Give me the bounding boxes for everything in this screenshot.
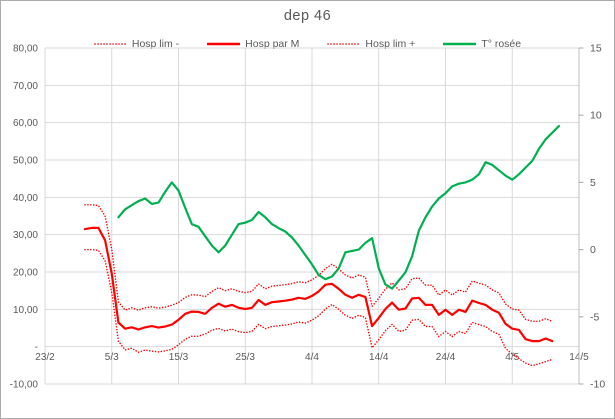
- x-axis-tick-label: 24/4: [436, 352, 456, 363]
- x-axis-tick-label: 4/5: [505, 352, 519, 363]
- x-axis-tick-label: 15/3: [169, 352, 189, 363]
- y-axis-right-tick-label: 15: [590, 43, 602, 55]
- legend-item-t-rosee[interactable]: T° rosée: [443, 38, 521, 50]
- legend-label-hosp-par-m: Hosp par M: [245, 38, 300, 50]
- y-axis-left-tick-label: 70,00: [13, 81, 38, 92]
- x-axis-tick-label: 14/4: [369, 352, 389, 363]
- legend-marker-t-rosee: [443, 42, 477, 46]
- y-axis-right-tick-label: 10: [590, 110, 602, 122]
- y-axis-left-tick-label: 30,00: [13, 230, 38, 241]
- chart-title: dep 46: [283, 8, 332, 24]
- legend-item-hosp-lim-plus[interactable]: Hosp lim +: [327, 38, 415, 50]
- y-axis-right-tick-label: 5: [590, 177, 596, 189]
- y-axis-right-tick-label: -5: [590, 311, 599, 323]
- y-axis-left-tick-label: -10,00: [10, 380, 39, 391]
- legend-item-hosp-par-m[interactable]: Hosp par M: [207, 38, 299, 50]
- legend-marker-hosp-lim-plus: [327, 43, 361, 45]
- y-axis-left-tick-label: 10,00: [13, 305, 38, 316]
- y-axis-left-tick-label: 40,00: [13, 193, 38, 204]
- y-axis-right-tick-label: 0: [590, 244, 596, 256]
- y-axis-left-tick-label: 80,00: [13, 44, 38, 55]
- x-axis-tick-label: 25/3: [236, 352, 256, 363]
- legend-label-hosp-lim-minus: Hosp lim -: [131, 38, 180, 50]
- legend-label-hosp-lim-plus: Hosp lim +: [365, 38, 416, 50]
- y-axis-right-tick-label: -10: [590, 379, 605, 391]
- series-hosp-par-m: [83, 226, 554, 343]
- x-axis-tick-label: 23/2: [35, 352, 55, 363]
- y-axis-left-tick-label: 60,00: [13, 118, 38, 129]
- chart-legend: Hosp lim - Hosp par M Hosp lim + T° rosée: [1, 37, 614, 51]
- x-axis-tick-label: 5/3: [105, 352, 119, 363]
- legend-marker-hosp-lim-minus: [94, 43, 127, 45]
- legend-item-hosp-lim-minus[interactable]: Hosp lim -: [94, 38, 179, 50]
- legend-label-t-rosee: T° rosée: [481, 38, 522, 50]
- y-axis-left-tick-label: 20,00: [13, 268, 38, 279]
- legend-marker-hosp-par-m: [207, 42, 241, 46]
- y-axis-left-tick-label: -: [35, 342, 38, 353]
- y-axis-left-tick-label: 50,00: [13, 156, 38, 167]
- x-axis-tick-label: 4/4: [305, 352, 319, 363]
- series-t-rosee: [117, 124, 561, 290]
- series-hosp-lim-minus: [84, 248, 554, 367]
